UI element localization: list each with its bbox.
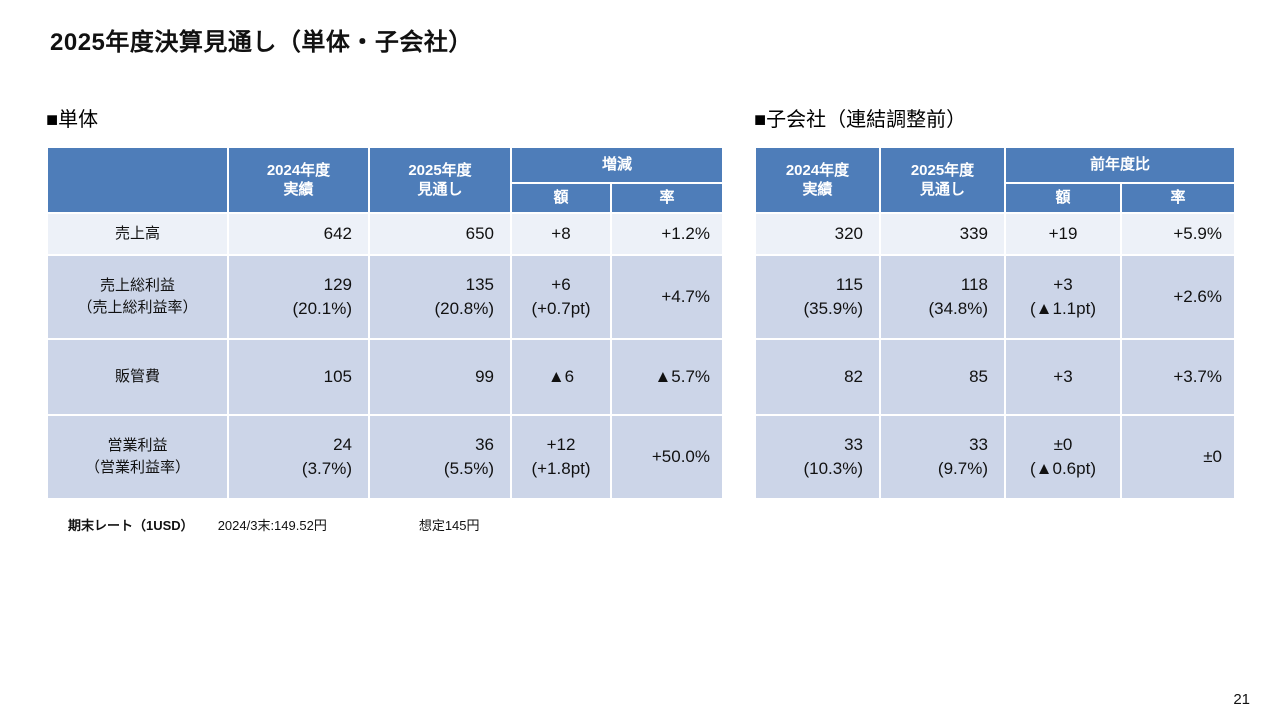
page-title: 2025年度決算見通し（単体・子会社） <box>50 29 473 56</box>
header-rate: 率 <box>609 182 725 214</box>
subsidiaries-section: ■子会社（連結調整前） 2024年度 実績 2025年度 見通し 前年度比 額 … <box>754 108 1237 500</box>
cell-rate: +50.0% <box>609 414 725 500</box>
cell-amount: +8 <box>510 212 612 256</box>
header-change-group: 増減 <box>509 146 725 184</box>
page-number: 21 <box>1233 691 1250 708</box>
cell-rate: +5.9% <box>1119 212 1237 256</box>
cell-amount: +3 (▲1.1pt) <box>1004 254 1122 340</box>
subsidiaries-header-row-1: 2024年度 実績 2025年度 見通し 前年度比 <box>754 146 1237 214</box>
row-label: 売上高 <box>46 212 229 256</box>
cell-amount: +12 (+1.8pt) <box>510 414 612 500</box>
header-fy2024: 2024年度 実績 <box>227 146 370 214</box>
row-label: 販管費 <box>46 338 229 416</box>
table-row-operating-profit: 33 (10.3%) 33 (9.7%) ±0 (▲0.6pt) ±0 <box>754 414 1237 500</box>
cell-fy2025: 339 <box>879 212 1006 256</box>
header-amount: 額 <box>1004 182 1122 214</box>
cell-fy2024: 115 (35.9%) <box>754 254 881 340</box>
table-row-sales: 売上高 642 650 +8 +1.2% <box>46 212 725 256</box>
header-rate: 率 <box>1119 182 1237 214</box>
row-label: 売上総利益 （売上総利益率） <box>46 254 229 340</box>
table-row-sales: 320 339 +19 +5.9% <box>754 212 1237 256</box>
cell-fy2025: 135 (20.8%) <box>368 254 512 340</box>
cell-fy2024: 105 <box>227 338 370 416</box>
cell-fy2024: 642 <box>227 212 370 256</box>
cell-rate: +2.6% <box>1119 254 1237 340</box>
table-row-sga: 販管費 105 99 ▲6 ▲5.7% <box>46 338 725 416</box>
subsidiaries-table: 2024年度 実績 2025年度 見通し 前年度比 額 率 320 339 +1… <box>754 146 1237 500</box>
header-yoy-group: 前年度比 <box>1003 146 1237 184</box>
subsidiaries-section-title: ■子会社（連結調整前） <box>754 109 967 131</box>
cell-rate: +3.7% <box>1119 338 1237 416</box>
exchange-rate-footnote: 期末レート（1USD） 2024/3末:149.52円 想定145円 <box>46 515 722 534</box>
cell-fy2024: 82 <box>754 338 881 416</box>
cell-fy2024: 320 <box>754 212 881 256</box>
table-row-gross-profit: 売上総利益 （売上総利益率） 129 (20.1%) 135 (20.8%) +… <box>46 254 725 340</box>
footnote-fy2025-rate: 想定145円 <box>418 518 480 533</box>
cell-fy2024: 33 (10.3%) <box>754 414 881 500</box>
cell-rate: ±0 <box>1119 414 1237 500</box>
cell-fy2025: 118 (34.8%) <box>879 254 1006 340</box>
table-row-sga: 82 85 +3 +3.7% <box>754 338 1237 416</box>
header-fy2025: 2025年度 見通し <box>368 146 512 214</box>
row-label: 営業利益 （営業利益率） <box>46 414 229 500</box>
cell-fy2024: 24 (3.7%) <box>227 414 370 500</box>
cell-fy2024: 129 (20.1%) <box>227 254 370 340</box>
header-fy2025: 2025年度 見通し <box>879 146 1006 214</box>
header-empty-cell <box>46 146 229 214</box>
standalone-table: 2024年度 実績 2025年度 見通し 増減 額 率 売上高 642 650 … <box>46 146 725 500</box>
subsidiaries-header-row-2: 額 率 <box>755 182 1237 214</box>
cell-fy2025: 36 (5.5%) <box>368 414 512 500</box>
footnote-label: 期末レート（1USD） <box>68 518 194 533</box>
standalone-section-title: ■単体 <box>46 109 99 131</box>
cell-fy2025: 85 <box>879 338 1006 416</box>
cell-amount: +6 (+0.7pt) <box>510 254 612 340</box>
cell-rate: +4.7% <box>609 254 725 340</box>
footnote-fy2024-rate: 2024/3末:149.52円 <box>217 518 327 533</box>
cell-fy2025: 650 <box>368 212 512 256</box>
cell-rate: ▲5.7% <box>609 338 725 416</box>
cell-amount: +3 <box>1004 338 1122 416</box>
cell-amount: ±0 (▲0.6pt) <box>1004 414 1122 500</box>
cell-amount: +19 <box>1004 212 1122 256</box>
standalone-section: ■単体 2024年度 実績 2025年度 見通し 増減 額 率 売上高 <box>46 108 725 534</box>
header-fy2024: 2024年度 実績 <box>754 146 881 214</box>
header-amount: 額 <box>510 182 612 214</box>
cell-rate: +1.2% <box>609 212 725 256</box>
standalone-header-row-2: 額 率 <box>47 182 725 214</box>
cell-amount: ▲6 <box>510 338 612 416</box>
cell-fy2025: 99 <box>368 338 512 416</box>
table-row-gross-profit: 115 (35.9%) 118 (34.8%) +3 (▲1.1pt) +2.6… <box>754 254 1237 340</box>
standalone-header-row-1: 2024年度 実績 2025年度 見通し 増減 <box>46 146 725 214</box>
cell-fy2025: 33 (9.7%) <box>879 414 1006 500</box>
table-row-operating-profit: 営業利益 （営業利益率） 24 (3.7%) 36 (5.5%) +12 (+1… <box>46 414 725 500</box>
